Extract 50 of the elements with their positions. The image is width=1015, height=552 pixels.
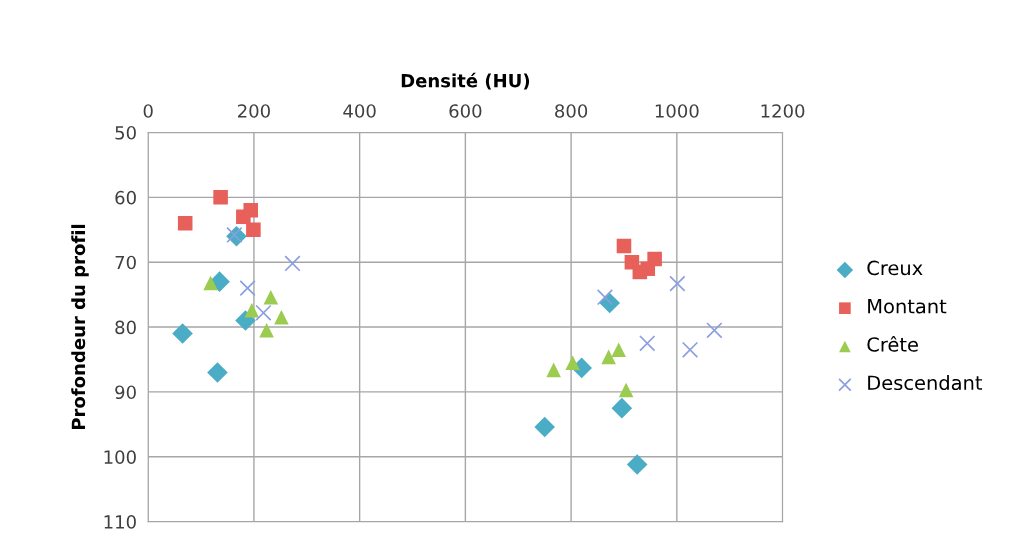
x-axis-title: Densité (HU) (401, 72, 530, 90)
legend-label: Creux (867, 260, 923, 276)
point (669, 275, 686, 292)
x-tick-label: 200 (238, 104, 270, 118)
point (172, 323, 193, 344)
point (565, 355, 580, 371)
point (246, 222, 261, 238)
legend-label: Montant (868, 299, 947, 314)
x-tick-label: 600 (449, 104, 482, 118)
legend-label: Descendant (868, 375, 983, 391)
point (616, 238, 632, 254)
point (203, 275, 218, 291)
point (244, 302, 260, 318)
y-tick-label: 60 (115, 190, 136, 205)
x-tick-label: 400 (343, 104, 376, 118)
point (235, 310, 256, 331)
point (263, 289, 279, 305)
legend-label: Crête (867, 336, 918, 352)
point (611, 397, 633, 419)
y-tick-label: 80 (115, 320, 136, 335)
y-axis-title: Profondeur du profil (71, 224, 89, 430)
point (274, 310, 289, 325)
x-tick-label: 1000 (655, 104, 699, 118)
point (546, 362, 561, 378)
point (207, 362, 228, 383)
point (618, 382, 634, 398)
y-tick-label: 110 (104, 515, 136, 529)
point (243, 203, 259, 218)
point (681, 341, 699, 358)
point (601, 349, 616, 365)
x-tick-label: 1200 (761, 104, 805, 118)
point (255, 304, 272, 321)
point (706, 322, 723, 339)
point (639, 335, 656, 352)
point (626, 454, 648, 475)
point (259, 323, 274, 338)
point (239, 280, 256, 297)
x-tick-label: 0 (143, 104, 153, 118)
point (596, 289, 614, 306)
x-tick-label: 800 (555, 104, 588, 118)
point (647, 251, 662, 267)
point (177, 216, 193, 231)
point (611, 342, 626, 358)
y-tick-label: 90 (115, 385, 136, 400)
point (534, 416, 555, 438)
point (284, 255, 301, 272)
y-tick-label: 100 (104, 450, 136, 464)
point (213, 190, 228, 205)
y-tick-label: 50 (115, 125, 136, 140)
y-tick-label: 70 (115, 255, 136, 270)
